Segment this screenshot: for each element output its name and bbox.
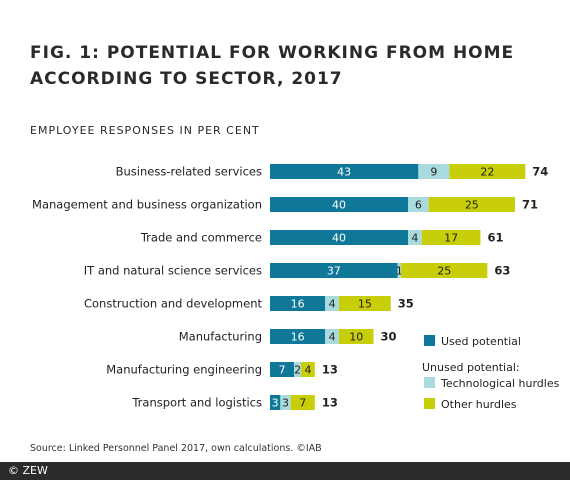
legend-swatch-used <box>424 335 435 346</box>
footer-copyright: © ZEW <box>0 462 570 480</box>
bar-value-tech-construction-and-development: 4 <box>329 298 336 311</box>
legend-label-used: Used potential <box>441 335 521 348</box>
category-label-management-and-business-organization: Management and business organization <box>32 198 262 212</box>
category-label-trade-and-commerce: Trade and commerce <box>140 231 262 245</box>
bar-value-used-management-and-business-organization: 40 <box>332 199 346 212</box>
bar-value-tech-it-and-natural-science-services: 1 <box>396 265 403 278</box>
bar-value-tech-manufacturing-engineering: 2 <box>294 364 301 377</box>
chart-subtitle: EMPLOYEE RESPONSES IN PER CENT <box>30 124 260 137</box>
bar-tech-business-related-services <box>418 164 450 179</box>
bar-value-other-it-and-natural-science-services: 25 <box>437 265 451 278</box>
bar-tech-construction-and-development <box>325 296 339 311</box>
bar-other-it-and-natural-science-services <box>401 263 488 278</box>
bar-tech-manufacturing <box>325 329 339 344</box>
bar-tech-transport-and-logistics <box>280 395 291 410</box>
bar-value-other-transport-and-logistics: 7 <box>299 397 306 410</box>
bar-value-tech-management-and-business-organization: 6 <box>415 199 422 212</box>
bar-total-construction-and-development: 35 <box>398 297 414 311</box>
category-label-construction-and-development: Construction and development <box>84 297 263 311</box>
bar-tech-trade-and-commerce <box>408 230 422 245</box>
legend-swatch-tech <box>424 377 435 388</box>
bar-value-other-management-and-business-organization: 25 <box>465 199 479 212</box>
source-note: Source: Linked Personnel Panel 2017, own… <box>30 443 322 454</box>
bar-value-tech-business-related-services: 9 <box>430 166 437 179</box>
legend-label-unused-header: Unused potential: <box>422 361 520 374</box>
bar-value-used-trade-and-commerce: 40 <box>332 232 346 245</box>
bar-used-trade-and-commerce <box>270 230 408 245</box>
category-label-it-and-natural-science-services: IT and natural science services <box>84 264 262 278</box>
bar-value-used-it-and-natural-science-services: 37 <box>327 265 341 278</box>
legend: Used potential Unused potential: Technol… <box>422 335 560 411</box>
bar-other-trade-and-commerce <box>421 230 481 245</box>
bar-total-manufacturing-engineering: 13 <box>322 363 338 377</box>
bar-value-tech-transport-and-logistics: 3 <box>282 397 289 410</box>
bar-value-used-transport-and-logistics: 3 <box>272 397 279 410</box>
bar-used-management-and-business-organization <box>270 197 408 212</box>
bar-used-business-related-services <box>270 164 419 179</box>
bar-used-manufacturing <box>270 329 326 344</box>
bar-value-used-construction-and-development: 16 <box>291 298 305 311</box>
bar-total-management-and-business-organization: 71 <box>522 198 538 212</box>
legend-label-tech: Technological hurdles <box>440 377 560 390</box>
bar-total-transport-and-logistics: 13 <box>322 396 338 410</box>
bar-tech-management-and-business-organization <box>408 197 429 212</box>
bar-value-other-manufacturing: 10 <box>349 331 363 344</box>
category-label-transport-and-logistics: Transport and logistics <box>131 396 262 410</box>
bar-used-construction-and-development <box>270 296 326 311</box>
bar-value-other-business-related-services: 22 <box>480 166 494 179</box>
category-label-business-related-services: Business-related services <box>116 165 262 179</box>
bar-used-manufacturing-engineering <box>270 362 295 377</box>
bar-other-manufacturing-engineering <box>301 362 315 377</box>
bars-group: Business-related services 43 9 22 74Manageme… <box>32 164 548 410</box>
bar-value-other-construction-and-development: 15 <box>358 298 372 311</box>
bar-other-manufacturing <box>339 329 374 344</box>
bar-value-tech-manufacturing: 4 <box>329 331 336 344</box>
chart-title: FIG. 1: POTENTIAL FOR WORKING FROM HOME … <box>30 43 515 89</box>
bar-value-other-manufacturing-engineering: 4 <box>304 364 311 377</box>
bar-value-used-manufacturing-engineering: 7 <box>279 364 286 377</box>
category-label-manufacturing-engineering: Manufacturing engineering <box>106 363 262 377</box>
bar-other-transport-and-logistics <box>290 395 315 410</box>
bar-used-transport-and-logistics <box>270 395 281 410</box>
bar-value-used-business-related-services: 43 <box>337 166 351 179</box>
bar-other-construction-and-development <box>339 296 391 311</box>
bar-total-manufacturing: 30 <box>381 330 397 344</box>
bar-value-tech-trade-and-commerce: 4 <box>411 232 418 245</box>
bar-value-other-trade-and-commerce: 17 <box>444 232 458 245</box>
legend-swatch-other <box>424 398 435 409</box>
legend-label-other: Other hurdles <box>441 398 517 411</box>
bar-tech-manufacturing-engineering <box>294 362 302 377</box>
bar-value-used-manufacturing: 16 <box>291 331 305 344</box>
bar-used-it-and-natural-science-services <box>270 263 398 278</box>
bar-total-business-related-services: 74 <box>532 165 548 179</box>
bar-total-trade-and-commerce: 61 <box>487 231 503 245</box>
bar-other-business-related-services <box>449 164 526 179</box>
category-label-manufacturing: Manufacturing <box>179 330 262 344</box>
bar-tech-it-and-natural-science-services <box>397 263 402 278</box>
bar-total-it-and-natural-science-services: 63 <box>494 264 510 278</box>
bar-other-management-and-business-organization <box>428 197 515 212</box>
